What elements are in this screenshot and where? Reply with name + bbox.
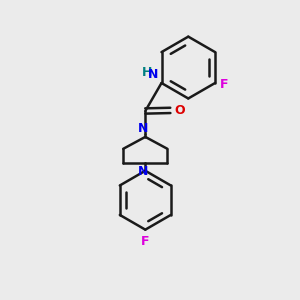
Text: N: N bbox=[148, 68, 158, 81]
Text: O: O bbox=[175, 104, 185, 117]
Text: F: F bbox=[220, 78, 229, 91]
Text: N: N bbox=[138, 122, 149, 135]
Text: F: F bbox=[141, 235, 150, 248]
Text: N: N bbox=[138, 165, 149, 178]
Text: H: H bbox=[142, 67, 152, 80]
